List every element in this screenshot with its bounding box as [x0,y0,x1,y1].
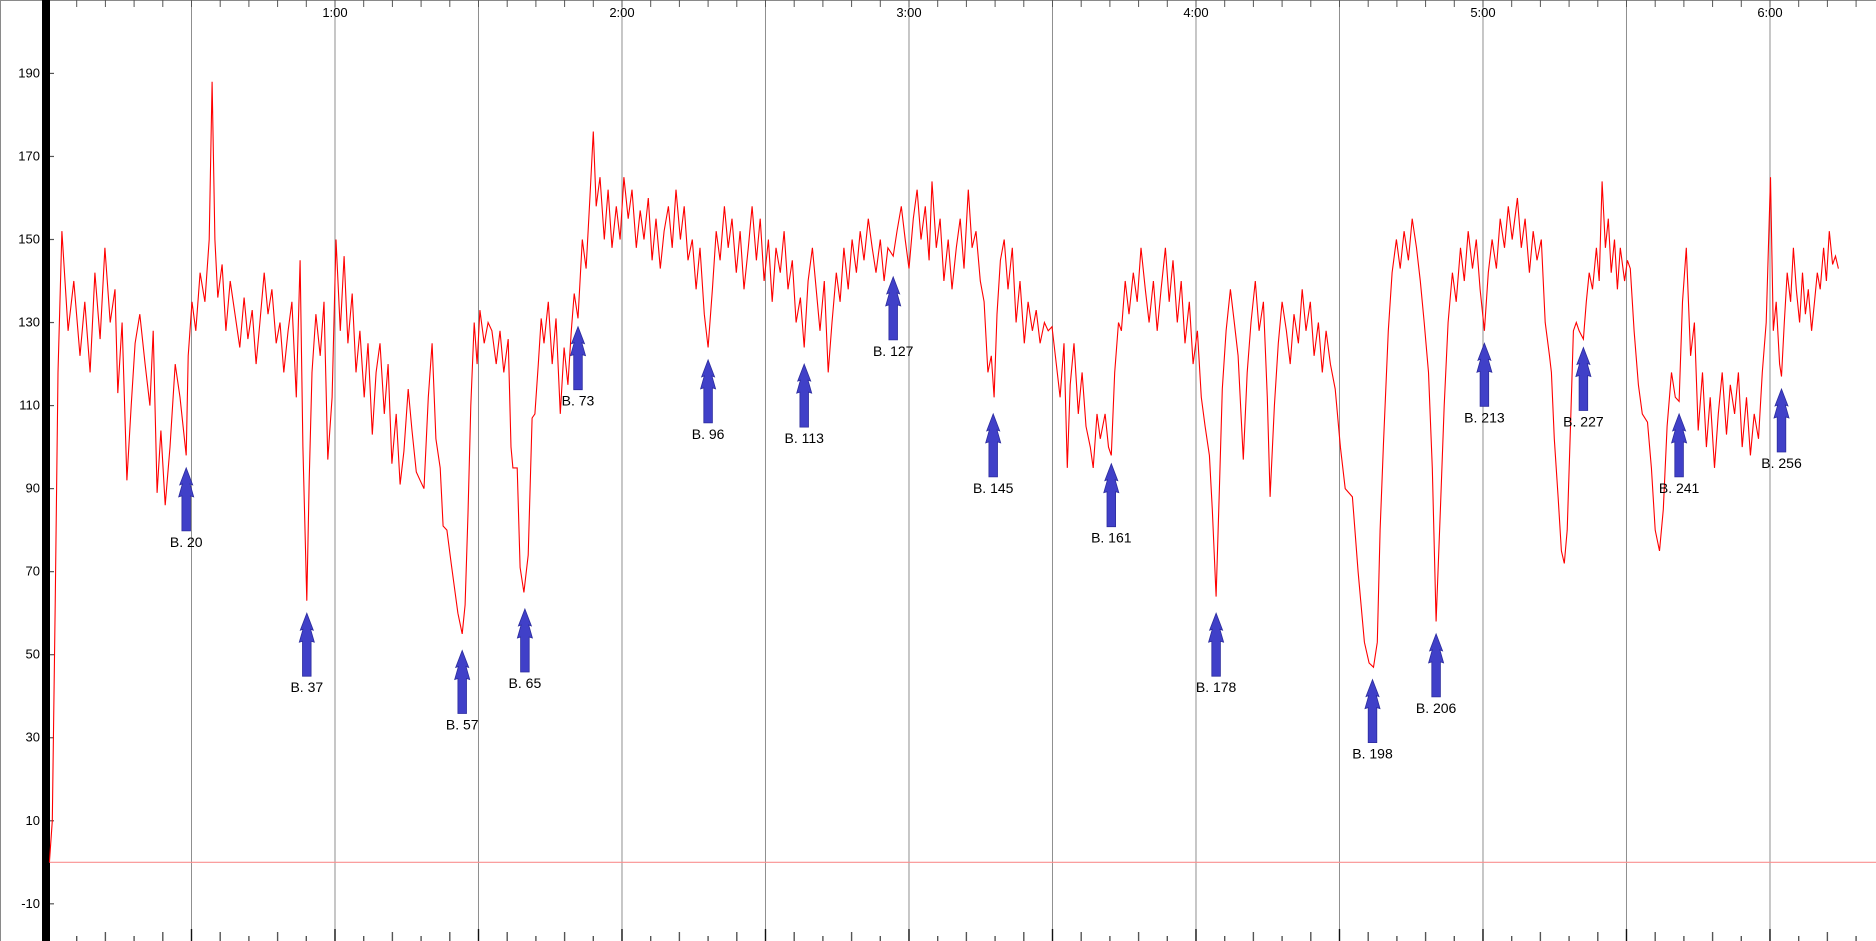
up-arrow-icon [178,466,195,532]
event-marker-label: B. 213 [1464,409,1505,425]
hour-label: 1:00 [322,5,347,20]
event-marker-label: B. 161 [1091,530,1132,546]
event-marker: B. 145 [973,412,1014,496]
y-tick-label: 90 [26,481,40,496]
minor-ticks [75,0,1857,941]
y-tick-label: 110 [19,398,40,413]
event-marker: B. 37 [290,612,323,695]
event-marker-label: B. 178 [1196,679,1237,695]
up-arrow-icon [1428,632,1445,698]
event-marker: B. 227 [1563,346,1604,430]
up-arrow-icon [1208,612,1225,677]
left-black-bar [42,0,50,941]
hour-labels: 1:00 2:00 3:00 4:00 5:00 6:00 [322,5,1782,20]
up-arrow-icon [569,325,587,391]
up-arrow-icon [1103,462,1120,528]
event-marker-label: B. 37 [290,679,323,695]
y-tick-label: 70 [26,564,40,579]
event-marker: B. 161 [1091,462,1132,546]
event-marker-label: B. 73 [562,393,595,409]
event-marker-label: B. 20 [170,534,203,550]
up-arrow-icon [796,362,813,428]
event-marker-label: B. 113 [784,430,824,446]
event-marker: B. 206 [1416,632,1457,716]
up-arrow-icon [1773,387,1790,453]
event-marker-label: B. 57 [446,717,479,733]
event-marker: B. 198 [1352,678,1393,762]
event-marker: B. 65 [509,607,542,691]
event-markers: B. 20 B. 37 B. 57 B. 65 B. 73 B. 96 B. 113 B. 1… [170,275,1802,762]
up-arrow-icon [700,358,717,424]
up-arrow-icon [985,412,1002,478]
hour-label: 2:00 [609,5,634,20]
event-marker: B. 96 [692,358,725,442]
event-marker: B. 127 [873,275,914,359]
y-tick-label: 190 [18,65,40,80]
y-axis-labels: 190 170 150 130 110 90 70 50 30 10 -10 [18,65,54,911]
up-arrow-icon [885,275,902,341]
event-marker-label: B. 198 [1352,746,1393,762]
hour-label: 6:00 [1757,5,1782,20]
event-marker-label: B. 145 [973,480,1014,496]
up-arrow-icon [298,612,315,677]
event-marker: B. 113 [784,362,824,446]
heart-rate-line [48,81,1839,863]
event-marker-label: B. 227 [1563,414,1604,430]
event-marker: B. 213 [1464,342,1505,425]
event-marker-label: B. 96 [692,426,725,442]
hour-label: 3:00 [896,5,921,20]
event-marker-label: B. 65 [509,675,542,691]
event-marker: B. 256 [1761,387,1802,471]
y-tick-label: 150 [18,232,40,247]
y-tick-label: -10 [21,896,40,911]
event-marker: B. 73 [562,325,595,409]
hour-label: 5:00 [1470,5,1495,20]
y-tick-label: 30 [26,730,40,745]
event-marker: B. 178 [1196,612,1237,695]
up-arrow-icon [454,649,471,714]
up-arrow-icon [1364,678,1381,743]
event-marker-label: B. 256 [1761,455,1802,471]
event-marker: B. 57 [446,649,479,733]
event-marker: B. 20 [170,466,203,550]
vertical-gridlines [190,0,1771,941]
up-arrow-icon [516,607,533,673]
up-arrow-icon [1671,412,1688,478]
hour-label: 4:00 [1183,5,1208,20]
y-tick-label: 10 [26,813,40,828]
event-marker-label: B. 127 [873,343,914,359]
up-arrow-icon [1476,342,1493,407]
up-arrow-icon [1575,346,1592,411]
event-marker: B. 241 [1659,412,1700,496]
y-tick-label: 50 [26,647,40,662]
event-marker-label: B. 241 [1659,480,1700,496]
event-marker-label: B. 206 [1416,700,1457,716]
y-tick-label: 130 [18,315,40,330]
y-tick-label: 170 [18,148,40,163]
